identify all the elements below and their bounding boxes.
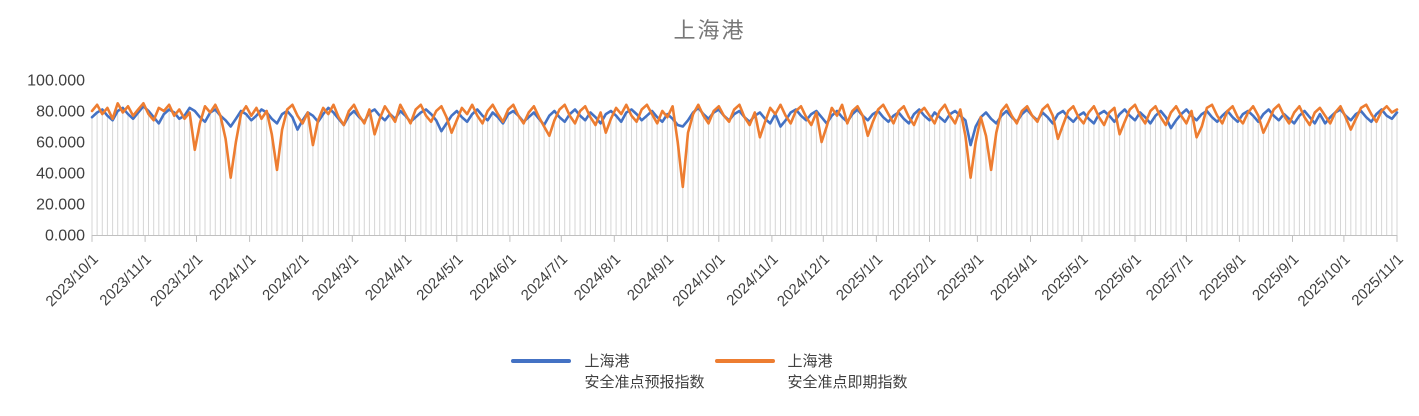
y-axis-label: 100.000	[27, 73, 85, 90]
x-axis-label: 2024/8/1	[571, 251, 624, 304]
legend-spot-line1: 上海港	[787, 353, 833, 370]
x-axis-label: 2024/3/1	[309, 251, 362, 304]
x-axis-label: 2024/6/1	[466, 251, 519, 304]
legend-text-forecast: 上海港 安全准点预报指数	[584, 351, 704, 393]
x-axis-label: 2024/9/1	[624, 251, 677, 304]
legend-forecast-line2: 安全准点预报指数	[584, 374, 705, 391]
legend-line-swatch-orange	[714, 359, 775, 363]
x-axis-label: 2025/7/1	[1143, 251, 1196, 304]
drop-lines	[91, 106, 1398, 235]
y-axis-label: 20.000	[36, 197, 85, 214]
x-axis-label: 2023/11/1	[96, 251, 154, 309]
x-axis-label: 2025/6/1	[1091, 251, 1144, 304]
x-axis-label: 2024/12/1	[774, 251, 833, 310]
x-axis-label: 2025/8/1	[1196, 251, 1249, 304]
x-axis-label: 2024/7/1	[518, 251, 571, 304]
x-axis-label: 2025/9/1	[1249, 251, 1302, 304]
legend-item-forecast[interactable]: 上海港 安全准点预报指数	[511, 351, 705, 393]
x-axis-ticks	[91, 235, 1398, 242]
x-axis-label: 2025/4/1	[987, 251, 1040, 304]
y-axis-label: 60.000	[36, 135, 85, 152]
legend-text-spot: 上海港 安全准点即期指数	[788, 351, 908, 393]
x-axis-label: 2024/10/1	[669, 251, 728, 310]
x-axis-label: 2023/10/1	[43, 251, 102, 310]
x-axis-label: 2023/12/1	[147, 251, 206, 310]
x-axis-label: 2024/4/1	[362, 251, 415, 304]
legend-spot-line2: 安全准点即期指数	[787, 374, 908, 391]
legend-forecast-line1: 上海港	[584, 353, 630, 370]
legend: 上海港 安全准点预报指数 上海港 安全准点即期指数	[0, 351, 1419, 393]
x-axis-label: 2025/2/1	[886, 251, 939, 304]
x-axis-label: 2025/5/1	[1038, 251, 1091, 304]
x-axis-label: 2025/1/1	[833, 251, 886, 304]
x-axis-label: 2024/2/1	[259, 251, 312, 304]
legend-line-swatch-blue	[511, 359, 572, 363]
series-spot-line	[90, 102, 1399, 189]
y-axis-label: 0.000	[45, 228, 85, 245]
x-axis-label: 2025/11/1	[1348, 251, 1406, 309]
x-axis-label: 2025/3/1	[934, 251, 987, 304]
x-axis-label: 2024/11/1	[723, 251, 781, 309]
x-axis-label: 2024/1/1	[206, 251, 259, 304]
x-axis-label: 2024/5/1	[413, 251, 466, 304]
y-axis-label: 40.000	[36, 166, 85, 183]
chart-title: 上海港	[673, 18, 746, 43]
y-axis-label: 80.000	[36, 104, 85, 121]
legend-item-spot[interactable]: 上海港 安全准点即期指数	[714, 351, 908, 393]
x-axis-label: 2025/10/1	[1295, 251, 1354, 310]
